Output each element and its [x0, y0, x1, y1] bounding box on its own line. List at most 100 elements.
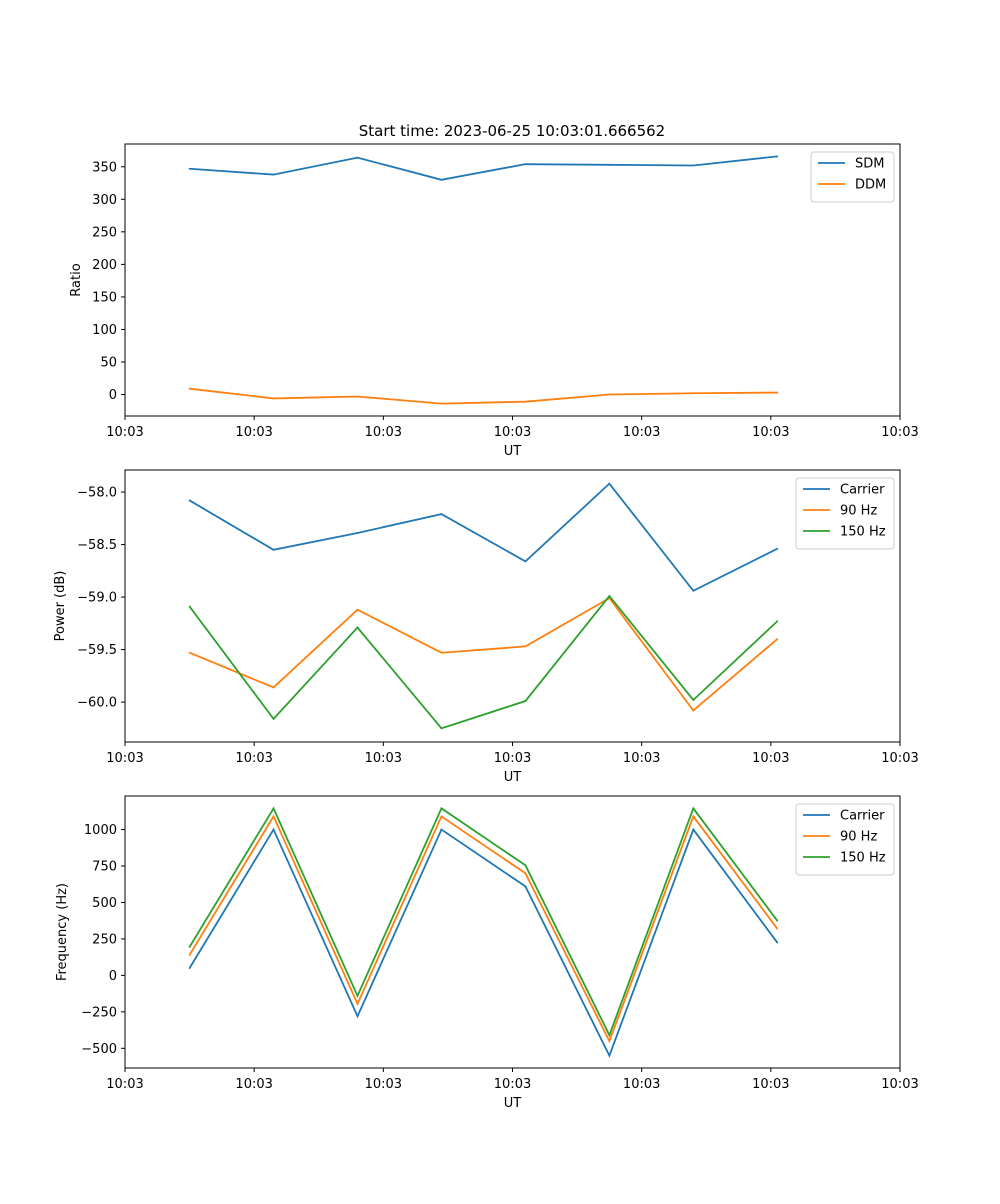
y-tick-label: −58.5 — [77, 538, 117, 553]
x-tick-label: 10:03 — [752, 425, 789, 440]
legend-label: 150 Hz — [840, 851, 886, 866]
x-axis-label: UT — [504, 444, 522, 459]
y-tick-label: −500 — [81, 1042, 117, 1057]
data-point — [356, 156, 359, 159]
plot-frame — [124, 143, 901, 417]
data-point — [356, 1002, 359, 1005]
data-point — [524, 864, 527, 867]
data-point — [776, 391, 779, 394]
y-tick-label: 250 — [92, 932, 117, 947]
data-point — [188, 387, 191, 390]
x-tick-label: 10:03 — [106, 751, 143, 766]
data-point — [272, 717, 275, 720]
x-tick-label: 10:03 — [494, 751, 531, 766]
data-point — [440, 402, 443, 405]
data-point — [608, 1040, 611, 1042]
data-point — [440, 807, 443, 810]
legend-label: 90 Hz — [840, 504, 877, 519]
series-line-ddm — [189, 387, 778, 405]
x-tick-label: 10:03 — [365, 425, 402, 440]
y-tick-label: 0 — [109, 969, 117, 984]
data-point — [356, 994, 359, 997]
x-tick-label: 10:03 — [365, 1077, 402, 1092]
plot-frame — [124, 469, 901, 743]
data-point — [188, 167, 191, 170]
y-tick-label: 100 — [92, 323, 117, 338]
series-line-sdm — [189, 155, 778, 181]
data-point — [188, 651, 191, 654]
data-point — [776, 927, 779, 930]
data-point — [188, 605, 191, 608]
y-tick-label: 500 — [92, 896, 117, 911]
data-point — [356, 608, 359, 611]
x-tick-label: 10:03 — [494, 425, 531, 440]
data-point — [776, 919, 779, 922]
x-tick-label: 10:03 — [623, 425, 660, 440]
x-tick-label: 10:03 — [106, 1077, 143, 1092]
data-point — [188, 946, 191, 948]
data-point — [608, 393, 611, 396]
y-tick-label: 0 — [109, 388, 117, 403]
data-point — [272, 815, 275, 818]
x-axis-label: UT — [504, 770, 522, 785]
series-line-90-hz — [188, 814, 779, 1044]
x-tick-label: 10:03 — [106, 425, 143, 440]
data-point — [608, 1054, 611, 1057]
y-tick-label: 250 — [92, 225, 117, 240]
data-point — [692, 815, 695, 818]
x-tick-label: 10:03 — [235, 1077, 272, 1092]
legend-label: DDM — [855, 178, 886, 193]
data-point — [524, 560, 527, 563]
data-point — [776, 941, 779, 944]
y-tick-label: −60.0 — [77, 696, 117, 711]
data-point — [692, 392, 695, 395]
y-tick-label: 750 — [92, 860, 117, 875]
data-point — [272, 686, 275, 689]
series-line-150-hz — [188, 594, 778, 730]
data-point — [776, 620, 779, 623]
x-tick-label: 10:03 — [235, 751, 272, 766]
data-point — [524, 400, 527, 403]
data-point — [440, 815, 443, 818]
x-tick-label: 10:03 — [881, 751, 918, 766]
y-axis-label: Ratio — [69, 263, 84, 296]
data-point — [524, 700, 527, 702]
y-tick-label: −59.5 — [77, 643, 117, 658]
legend-label: Carrier — [840, 483, 885, 498]
data-point — [524, 645, 527, 648]
y-tick-label: −250 — [81, 1005, 117, 1020]
legend-label: 90 Hz — [840, 830, 877, 845]
series-line-90-hz — [189, 596, 778, 712]
data-point — [692, 807, 695, 810]
data-point — [608, 482, 611, 485]
data-point — [356, 532, 359, 534]
x-tick-label: 10:03 — [752, 751, 789, 766]
data-point — [608, 163, 611, 166]
data-point — [608, 595, 611, 597]
chart-panel-1: 10:03 10:03 10:03 10:03 10:03 10:03 10:03 0 50 10… — [69, 143, 919, 459]
data-point — [692, 709, 695, 712]
data-point — [272, 397, 275, 400]
legend — [810, 151, 895, 203]
data-point — [440, 727, 443, 730]
data-point — [440, 828, 443, 831]
y-tick-label: −59.0 — [77, 591, 117, 606]
data-point — [440, 178, 443, 181]
data-point — [692, 828, 695, 831]
data-point — [188, 954, 191, 956]
data-point — [524, 872, 527, 875]
chart-panel-3: 10:03 10:03 10:03 10:03 10:03 10:03 10:03 −500 −… — [55, 795, 919, 1111]
x-tick-label: 10:03 — [752, 1077, 789, 1092]
data-point — [776, 638, 779, 640]
x-tick-label: 10:03 — [494, 1077, 531, 1092]
y-axis-label: Power (dB) — [53, 571, 68, 642]
data-point — [440, 651, 443, 654]
y-tick-label: 300 — [92, 193, 117, 208]
data-point — [272, 807, 275, 810]
data-point — [272, 173, 275, 176]
y-tick-label: −58.0 — [77, 486, 117, 501]
data-point — [608, 1034, 611, 1037]
series-line-carrier — [189, 482, 778, 592]
